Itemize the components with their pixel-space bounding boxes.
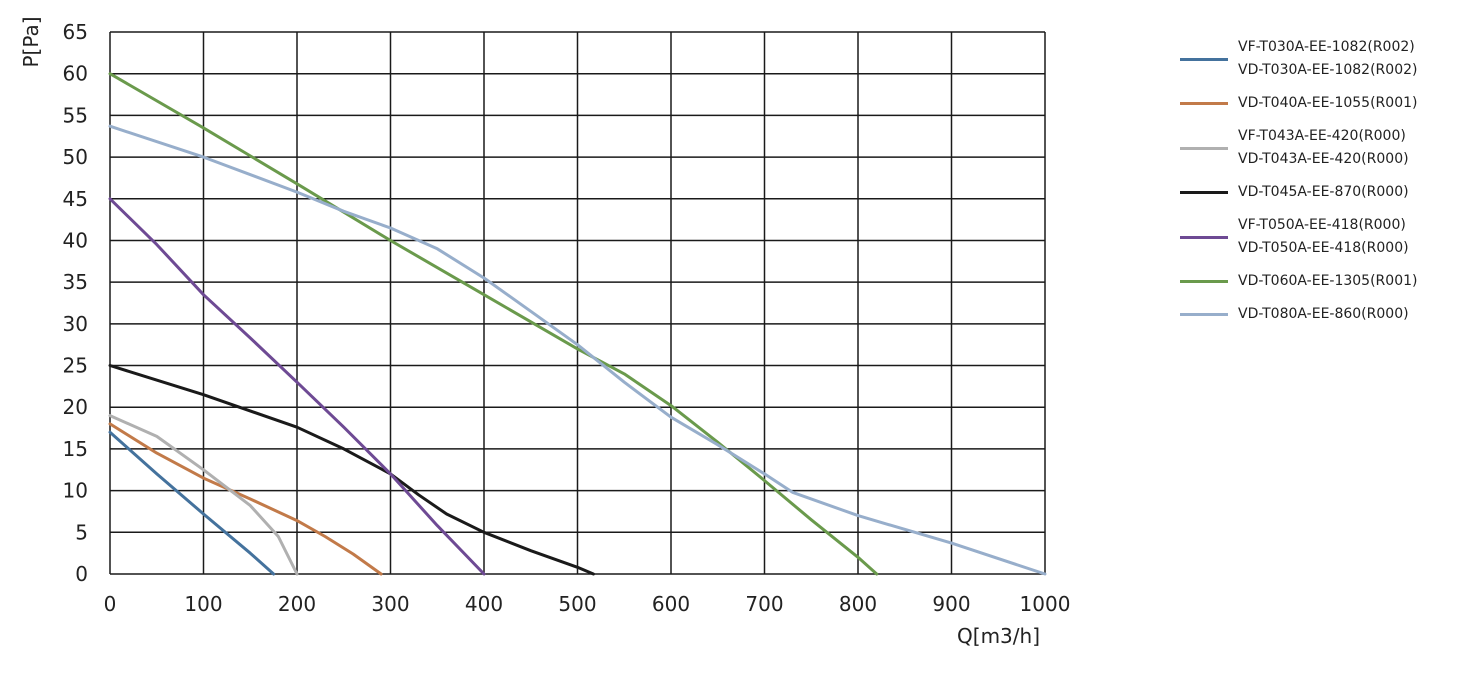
x-tick-label: 800 (839, 592, 877, 616)
y-tick-label: 55 (63, 103, 88, 127)
legend-label: VF-T043A-EE-420(R000) VD-T043A-EE-420(R00… (1238, 128, 1409, 167)
y-tick-label: 0 (75, 562, 88, 586)
y-tick-labels: 0 5 10 15 20 25 30 35 40 45 50 55 60 65 (63, 20, 88, 586)
chart-grid (109, 31, 1046, 575)
x-tick-label: 900 (932, 592, 970, 616)
legend-item: VF-T030A-EE-1082(R002) VD-T030A-EE-1082(R… (1180, 36, 1450, 82)
legend-label: VD-T045A-EE-870(R000) (1238, 184, 1409, 200)
y-tick-label: 60 (63, 62, 88, 86)
y-tick-label: 35 (63, 270, 88, 294)
x-tick-label: 500 (558, 592, 596, 616)
series-line-1 (108, 430, 276, 576)
x-tick-label: 200 (278, 592, 316, 616)
chart-legend: VF-T030A-EE-1082(R002) VD-T030A-EE-1082(R… (1180, 36, 1450, 336)
legend-swatch (1180, 191, 1228, 194)
y-axis-label: P[Pa] (19, 16, 43, 67)
y-tick-label: 50 (63, 145, 88, 169)
x-axis-label: Q[m3/h] (957, 624, 1040, 648)
legend-swatch (1180, 102, 1228, 105)
y-tick-label: 65 (63, 20, 88, 44)
series-line-7 (108, 124, 1047, 576)
legend-label: VF-T030A-EE-1082(R002) VD-T030A-EE-1082(R… (1238, 39, 1418, 78)
y-tick-label: 10 (63, 479, 88, 503)
series-line-5 (108, 197, 486, 576)
legend-swatch (1180, 235, 1228, 239)
y-tick-label: 15 (63, 437, 88, 461)
series-line-2 (108, 422, 383, 576)
legend-item: VF-T043A-EE-420(R000) VD-T043A-EE-420(R00… (1180, 125, 1450, 171)
y-tick-label: 5 (75, 520, 88, 544)
x-tick-labels: 0 100 200 300 400 500 600 700 800 900 1000 (104, 592, 1071, 616)
legend-item: VD-T040A-EE-1055(R001) (1180, 92, 1450, 115)
legend-swatch (1180, 57, 1228, 61)
legend-label: VD-T060A-EE-1305(R001) (1238, 273, 1418, 289)
legend-label: VD-T040A-EE-1055(R001) (1238, 95, 1418, 111)
x-tick-label: 300 (371, 592, 409, 616)
series-line-6 (108, 72, 879, 576)
x-tick-label: 0 (104, 592, 117, 616)
x-tick-label: 400 (465, 592, 503, 616)
x-tick-label: 600 (652, 592, 690, 616)
legend-item: VD-T045A-EE-870(R000) (1180, 181, 1450, 204)
series-line-3 (108, 414, 299, 576)
legend-label: VF-T050A-EE-418(R000) VD-T050A-EE-418(R00… (1238, 217, 1409, 256)
legend-label: VD-T080A-EE-860(R000) (1238, 306, 1409, 322)
legend-swatch (1180, 146, 1228, 150)
y-tick-label: 40 (63, 228, 88, 252)
legend-item: VD-T060A-EE-1305(R001) (1180, 270, 1450, 293)
y-tick-label: 20 (63, 395, 88, 419)
legend-item: VD-T080A-EE-860(R000) (1180, 303, 1450, 326)
y-tick-label: 45 (63, 187, 88, 211)
y-tick-label: 30 (63, 312, 88, 336)
x-tick-label: 100 (184, 592, 222, 616)
legend-swatch (1180, 280, 1228, 283)
legend-swatch (1180, 313, 1228, 316)
x-tick-label: 1000 (1020, 592, 1071, 616)
y-tick-label: 25 (63, 354, 88, 378)
series-line-4 (108, 364, 595, 576)
x-tick-label: 700 (745, 592, 783, 616)
legend-item: VF-T050A-EE-418(R000) VD-T050A-EE-418(R00… (1180, 214, 1450, 260)
chart-series (108, 72, 1047, 576)
